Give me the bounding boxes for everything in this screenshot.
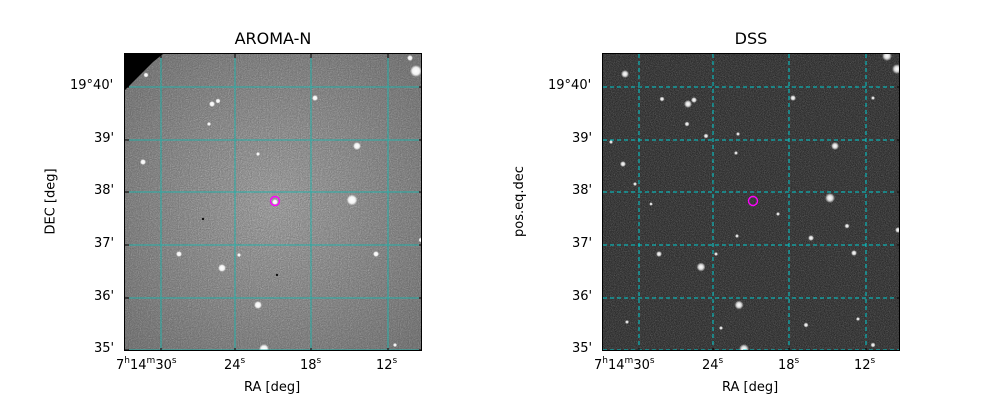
x-tick-label: 18s	[778, 356, 800, 373]
x-tick-label: 24s	[702, 356, 724, 373]
y-tick-label: 37'	[94, 236, 115, 251]
y-axis-label: DEC [deg]	[43, 168, 59, 235]
x-tick-label: 18s	[300, 356, 322, 373]
y-tick-label: 36'	[94, 289, 115, 304]
grid-dss	[603, 54, 899, 350]
y-tick-label: 19°40'	[70, 78, 114, 93]
dss-panel: DSS	[478, 0, 958, 400]
target-marker-dss	[747, 195, 759, 207]
sky-image-dss	[602, 53, 900, 351]
stars-aroma	[140, 55, 421, 350]
y-tick-label: 39'	[94, 131, 115, 146]
y-tick-label: 36'	[572, 289, 593, 304]
stars-dss	[609, 54, 899, 350]
y-tick-label: 39'	[572, 131, 593, 146]
target-marker-aroma	[269, 195, 281, 207]
aroma-panel: AROMA-N	[0, 0, 480, 400]
y-tick-label: 35'	[572, 341, 593, 356]
panel-title-aroma: AROMA-N	[234, 29, 312, 48]
x-tick-label: 12s	[376, 356, 398, 373]
y-tick-label: 38'	[572, 183, 593, 198]
y-tick-label: 38'	[94, 183, 115, 198]
x-tick-label: 7h14m30s	[594, 356, 655, 373]
x-tick-label: 12s	[854, 356, 876, 373]
y-tick-label: 35'	[94, 341, 115, 356]
x-tick-label: 7h14m30s	[116, 356, 177, 373]
x-axis-label: RA [deg]	[722, 380, 779, 395]
y-tick-label: 37'	[572, 236, 593, 251]
y-tick-label: 19°40'	[548, 78, 592, 93]
y-axis-label: pos.eq.dec	[511, 166, 527, 237]
x-tick-label: 24s	[224, 356, 246, 373]
grid-aroma	[125, 54, 421, 350]
panel-title-dss: DSS	[734, 29, 768, 48]
x-axis-label: RA [deg]	[244, 380, 301, 395]
sky-image-aroma	[124, 53, 422, 351]
